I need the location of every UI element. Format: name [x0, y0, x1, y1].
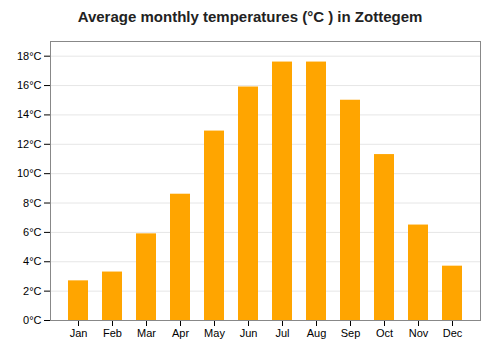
- svg-text:10°C: 10°C: [17, 167, 42, 179]
- svg-text:6°C: 6°C: [23, 226, 42, 238]
- svg-text:Mar: Mar: [137, 327, 156, 339]
- html-text:Average monthly temperatures (: Average monthly temperatures (°C ) in Zo…: [77, 8, 423, 25]
- svg-text:Apr: Apr: [172, 327, 189, 339]
- svg-text:Feb: Feb: [103, 327, 122, 339]
- svg-text:14°C: 14°C: [17, 108, 42, 120]
- svg-text:May: May: [204, 327, 225, 339]
- svg-text:Nov: Nov: [409, 327, 429, 339]
- svg-text:0°C: 0°C: [23, 314, 42, 326]
- svg-text:Dec: Dec: [443, 327, 463, 339]
- svg-text:4°C: 4°C: [23, 255, 42, 267]
- svg-text:Jun: Jun: [240, 327, 258, 339]
- svg-text:12°C: 12°C: [17, 138, 42, 150]
- svg-text:Oct: Oct: [376, 327, 393, 339]
- svg-text:16°C: 16°C: [17, 79, 42, 91]
- svg-text:8°C: 8°C: [23, 197, 42, 209]
- svg-text:Jan: Jan: [70, 327, 88, 339]
- svg-text:2°C: 2°C: [23, 285, 42, 297]
- svg-text:Sep: Sep: [341, 327, 361, 339]
- svg-text:Aug: Aug: [307, 327, 327, 339]
- svg-text:Jul: Jul: [275, 327, 289, 339]
- svg-text:18°C: 18°C: [17, 50, 42, 62]
